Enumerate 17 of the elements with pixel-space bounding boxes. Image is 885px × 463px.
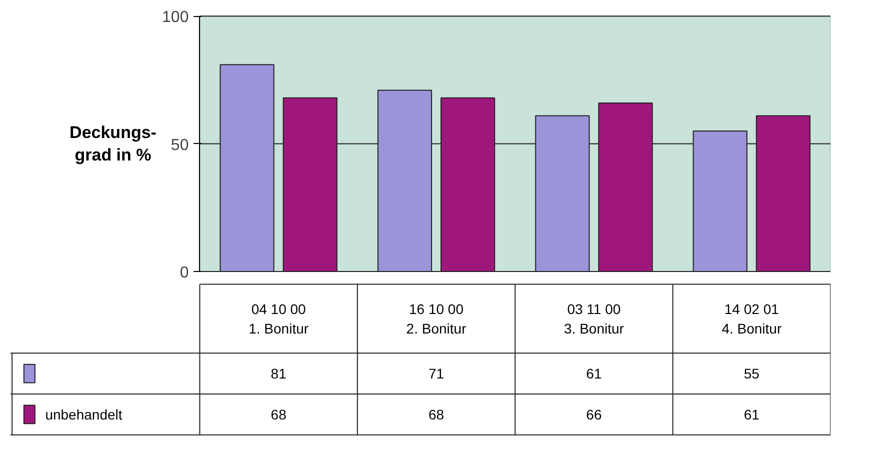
- y-axis-title: Deckungs- grad in %: [70, 122, 156, 165]
- y-tick-label: 0: [180, 264, 189, 282]
- data-label: 61: [586, 366, 602, 382]
- data-label: 68: [428, 406, 444, 422]
- data-label: 55: [744, 366, 760, 382]
- data-label: 71: [428, 366, 444, 382]
- data-label: 66: [586, 406, 602, 422]
- x-tick-label: 04 10 00 1. Bonitur: [248, 301, 309, 336]
- x-tick-label: 14 02 01 4. Bonitur: [722, 301, 782, 336]
- data-label: 68: [270, 406, 287, 422]
- data-label: 81: [270, 366, 287, 382]
- x-tick-label: 03 11 00 3. Bonitur: [564, 301, 624, 336]
- y-tick-label: 100: [162, 9, 189, 26]
- y-tick-label: 50: [170, 136, 189, 154]
- data-label: 61: [744, 406, 760, 422]
- x-tick-label: 16 10 00 2. Bonitur: [406, 301, 467, 336]
- legend-label: unbehandelt: [45, 406, 122, 422]
